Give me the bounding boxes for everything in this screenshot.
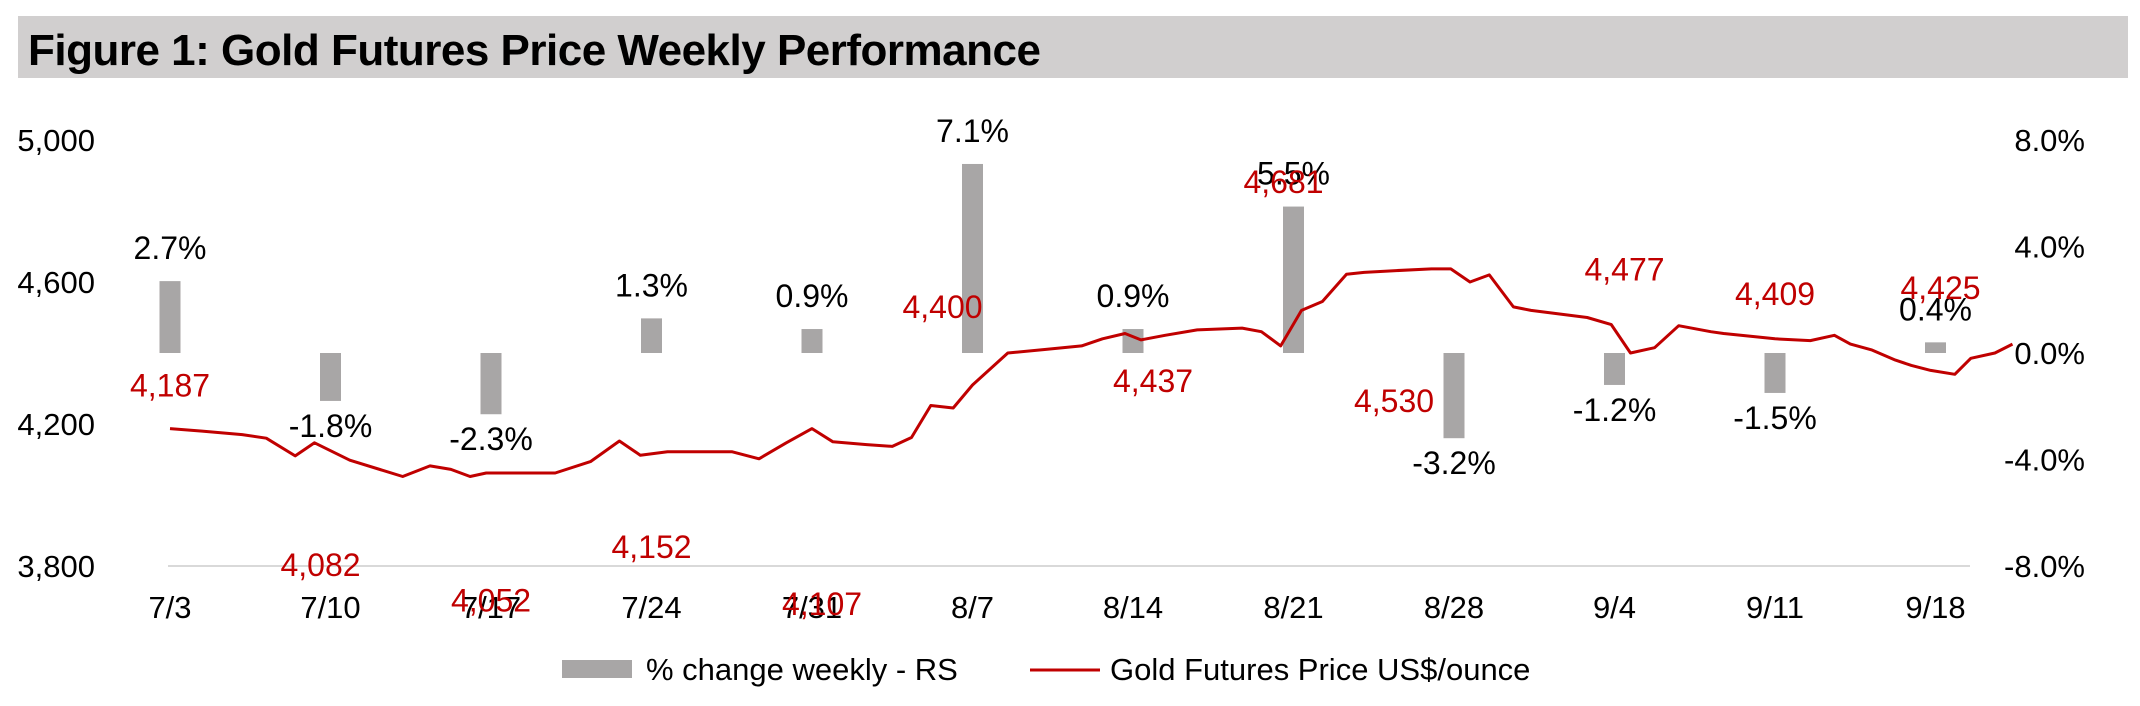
legend-bar-swatch xyxy=(562,660,632,678)
x-tick-label: 7/10 xyxy=(300,590,360,625)
bar xyxy=(962,163,983,353)
bar-value-label: -1.8% xyxy=(289,408,373,444)
y-right-tick-label: 0.0% xyxy=(2014,336,2085,371)
bar-value-label: -2.3% xyxy=(449,421,533,457)
bar xyxy=(1764,353,1786,393)
bar xyxy=(801,329,823,353)
y-right-tick-label: -8.0% xyxy=(2004,549,2085,584)
bar-value-label: 7.1% xyxy=(936,113,1009,149)
price-value-label: 4,477 xyxy=(1584,252,1664,288)
x-tick-label: 9/11 xyxy=(1746,590,1804,625)
bar-value-label: -1.5% xyxy=(1733,400,1817,436)
bar-value-label: 5.5% xyxy=(1257,156,1330,192)
price-value-label: 4,107 xyxy=(782,586,862,622)
chart-title: Figure 1: Gold Futures Price Weekly Perf… xyxy=(28,26,1041,75)
y-left-tick-label: 4,600 xyxy=(17,265,95,300)
x-tick-label: 8/14 xyxy=(1103,590,1163,625)
x-tick-label: 8/7 xyxy=(951,590,994,625)
line-series xyxy=(169,267,2014,478)
price-value-label: 4,681 xyxy=(1243,164,1323,200)
x-tick-label: 7/31 xyxy=(782,590,842,625)
bar-value-label: 0.4% xyxy=(1899,291,1972,327)
bar-value-label: 2.7% xyxy=(134,230,207,266)
price-line xyxy=(169,267,2014,478)
bar xyxy=(320,353,341,401)
price-value-label: 4,437 xyxy=(1113,363,1193,399)
bar-value-label: -1.2% xyxy=(1573,392,1657,428)
bar-value-label: 0.9% xyxy=(1097,278,1170,314)
price-value-label: 4,152 xyxy=(611,529,691,565)
price-value-label: 4,425 xyxy=(1900,270,1980,306)
price-value-label: 4,052 xyxy=(451,583,531,619)
y-left-tick-label: 5,000 xyxy=(17,123,95,158)
title-bar: Figure 1: Gold Futures Price Weekly Perf… xyxy=(18,16,2128,78)
price-value-label: 4,082 xyxy=(280,547,360,583)
price-value-label: 4,409 xyxy=(1735,276,1815,312)
x-tick-label: 8/21 xyxy=(1263,590,1323,625)
bar-value-label: 1.3% xyxy=(615,267,688,303)
legend-line-label: Gold Futures Price US$/ounce xyxy=(1110,652,1530,687)
y-right-tick-label: -4.0% xyxy=(2004,443,2085,478)
bar xyxy=(641,318,662,353)
x-tick-label: 7/3 xyxy=(148,590,191,625)
y-right-tick-label: 4.0% xyxy=(2014,230,2085,265)
bar xyxy=(1443,353,1465,439)
bar xyxy=(1283,206,1304,353)
price-value-label: 4,530 xyxy=(1354,383,1434,419)
x-tick-label: 7/24 xyxy=(621,590,681,625)
bar xyxy=(1925,342,1946,353)
bar-value-label: -3.2% xyxy=(1412,445,1496,481)
y-right-tick-label: 8.0% xyxy=(2014,123,2085,158)
x-tick-label: 9/4 xyxy=(1593,590,1636,625)
x-tick-label: 8/28 xyxy=(1424,590,1484,625)
price-value-label: 4,400 xyxy=(902,289,982,325)
axes: 3,800 4,200 4,600 5,000 -8.0% -4.0% 0.0% 4.0% 8.… xyxy=(17,123,2085,625)
price-value-label: 4,187 xyxy=(130,368,210,404)
x-tick-label: 9/18 xyxy=(1905,590,1965,625)
bar xyxy=(159,281,181,353)
legend-bar-label: % change weekly - RS xyxy=(646,652,958,687)
y-left-tick-label: 4,200 xyxy=(17,407,95,442)
data-labels: 2.7% -1.8% -2.3% 1.3% 0.9% 7.1% 0.9% 5.5% -3.2% -… xyxy=(130,113,1981,622)
bar-value-label: 0.9% xyxy=(776,278,849,314)
bar xyxy=(480,353,502,415)
bar-series xyxy=(159,163,1946,439)
legend: % change weekly - RS Gold Futures Price U… xyxy=(562,652,1530,687)
x-tick-label: 7/17 xyxy=(461,590,521,625)
bar xyxy=(1604,353,1625,385)
y-left-tick-label: 3,800 xyxy=(17,549,95,584)
